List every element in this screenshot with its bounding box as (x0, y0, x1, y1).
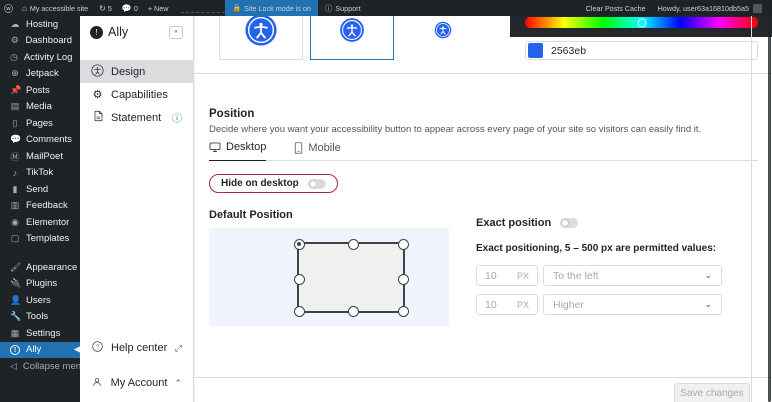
svg-text:?: ? (96, 345, 99, 351)
svg-text:W: W (6, 6, 11, 12)
